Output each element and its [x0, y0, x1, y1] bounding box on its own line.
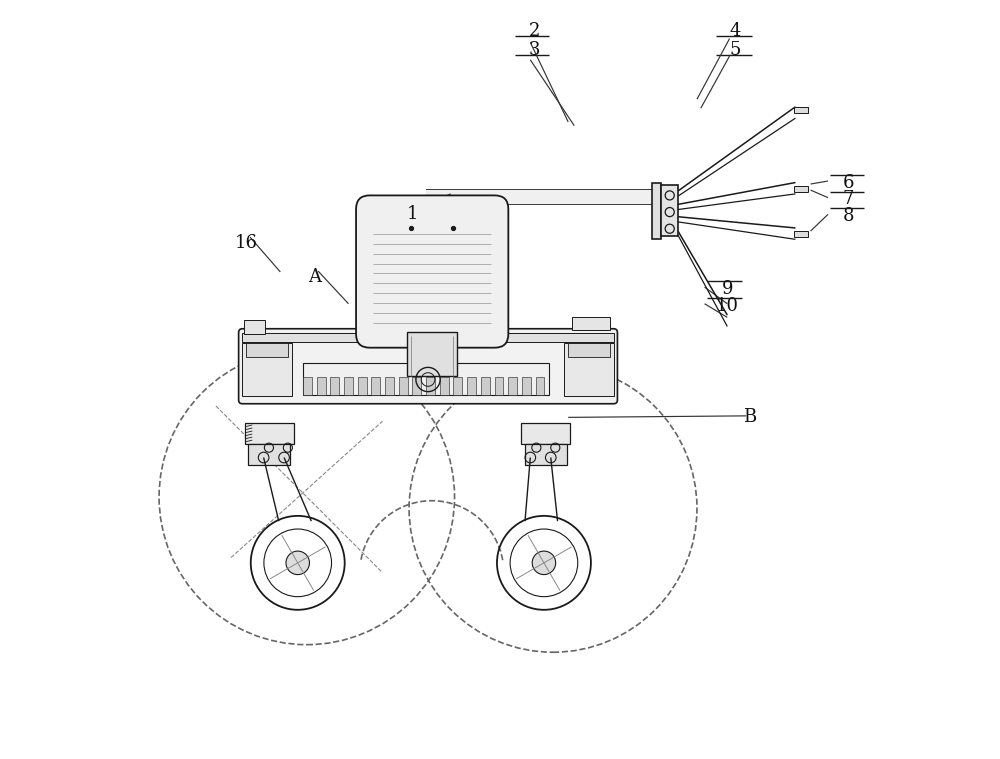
Bar — [412, 377, 421, 395]
Text: 4: 4 — [729, 22, 741, 40]
Bar — [385, 377, 394, 395]
Bar — [794, 107, 808, 113]
Bar — [242, 332, 614, 342]
FancyBboxPatch shape — [356, 195, 508, 348]
Text: 2: 2 — [528, 22, 540, 40]
Bar — [794, 185, 808, 191]
Bar — [248, 444, 290, 465]
Bar — [536, 377, 544, 395]
Bar — [426, 190, 652, 203]
Bar — [244, 320, 265, 334]
Bar — [246, 343, 288, 357]
Bar — [371, 377, 380, 395]
Bar — [564, 343, 614, 396]
Bar — [407, 332, 457, 376]
Text: 7: 7 — [843, 191, 854, 208]
Text: 16: 16 — [235, 234, 258, 252]
Bar — [242, 343, 292, 396]
Circle shape — [286, 551, 309, 575]
Bar — [330, 377, 339, 395]
Bar — [508, 377, 517, 395]
Bar — [521, 423, 570, 444]
Bar — [568, 343, 610, 357]
Bar — [245, 423, 294, 444]
Bar — [467, 377, 476, 395]
Bar — [495, 377, 503, 395]
Bar — [525, 444, 567, 465]
Circle shape — [532, 551, 556, 575]
Bar — [317, 377, 326, 395]
Text: 3: 3 — [528, 41, 540, 59]
Bar — [481, 377, 490, 395]
Text: B: B — [743, 408, 757, 427]
Bar — [661, 184, 678, 236]
Bar — [522, 377, 531, 395]
Bar — [344, 377, 353, 395]
Bar — [303, 377, 312, 395]
Bar — [426, 377, 435, 395]
Text: 10: 10 — [716, 297, 739, 315]
Bar — [652, 182, 661, 239]
Bar — [572, 317, 610, 330]
Text: 6: 6 — [843, 174, 854, 191]
Bar — [399, 377, 408, 395]
Text: 8: 8 — [843, 207, 854, 225]
Bar — [303, 363, 549, 395]
Bar — [358, 377, 367, 395]
Text: A: A — [308, 268, 321, 286]
Bar — [440, 377, 449, 395]
Bar — [794, 231, 808, 237]
FancyBboxPatch shape — [239, 329, 617, 404]
Text: 9: 9 — [722, 279, 733, 298]
Text: 5: 5 — [729, 41, 741, 59]
Text: 1: 1 — [407, 206, 419, 223]
Bar — [453, 377, 462, 395]
